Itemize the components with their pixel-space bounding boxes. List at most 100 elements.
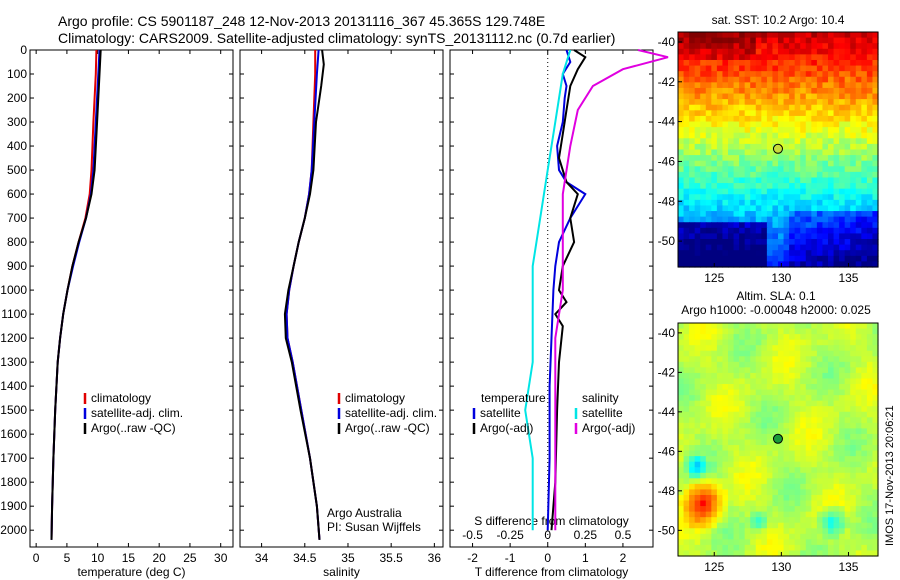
sst-map-cell xyxy=(716,211,724,218)
sla-map-cell xyxy=(711,411,718,418)
sla-map-cell xyxy=(772,478,779,485)
sla-map-cell xyxy=(839,422,846,430)
sst-map-cell xyxy=(811,261,818,268)
sst-map-cell xyxy=(728,205,735,212)
sla-map-cell xyxy=(772,511,779,518)
sst-map-cell xyxy=(711,199,718,207)
sst-map-cell xyxy=(739,93,746,100)
sla-map-cell xyxy=(839,384,846,391)
sst-map-cell xyxy=(800,239,807,246)
sst-map-cell xyxy=(750,121,757,128)
sla-map-cell xyxy=(839,461,846,468)
sla-map-cell xyxy=(816,406,824,413)
sla-map-cell xyxy=(705,483,712,491)
sla-map-cell xyxy=(861,372,868,380)
sla-map-cell xyxy=(739,472,746,479)
sst-map-cell xyxy=(722,188,729,195)
sst-map-cell xyxy=(794,244,801,251)
sst-map-cell xyxy=(722,222,729,229)
sst-map-cell xyxy=(855,121,862,128)
sst-map-cell xyxy=(678,244,685,251)
sla-map-cell xyxy=(678,350,685,357)
sla-map-cell xyxy=(861,395,868,402)
sla-map-cell xyxy=(833,433,840,441)
sla-map-cell xyxy=(816,378,824,385)
sla-map-cell xyxy=(766,433,774,441)
sla-map-cell xyxy=(772,384,779,391)
sst-map-cell xyxy=(872,261,879,268)
sst-map-cell xyxy=(828,87,835,95)
sla-map-cell xyxy=(800,422,807,430)
sla-map-cell xyxy=(761,428,768,435)
sla-map-cell xyxy=(778,428,785,435)
sst-map-cell xyxy=(811,93,818,100)
difference-xtick-label: 0 xyxy=(544,551,551,565)
depth-tick-label: 400 xyxy=(7,139,27,153)
sst-map-cell xyxy=(755,222,762,229)
sst-map-cell xyxy=(828,255,835,263)
sst-map-cell xyxy=(839,76,846,83)
sla-map-cell xyxy=(828,350,835,357)
temperature-xtick-label: 25 xyxy=(183,551,197,565)
sst-map-cell xyxy=(766,104,774,111)
sst-map-cell xyxy=(683,110,690,117)
temperature-frame xyxy=(29,49,234,548)
sla-map-cell xyxy=(861,361,868,368)
sla-map-cell xyxy=(855,517,862,524)
imos-timestamp: IMOS 17-Nov-2013 20:06:21 xyxy=(884,405,896,546)
sst-map-cell xyxy=(850,143,857,151)
sla-map-cell xyxy=(711,372,718,380)
sst-map-cell xyxy=(711,143,718,151)
sla-map-cell xyxy=(855,550,862,557)
sla-map-cell xyxy=(772,361,779,368)
sst-map-cell xyxy=(739,255,746,263)
sst-map-cell xyxy=(816,227,824,235)
sst-map-cell xyxy=(744,32,751,39)
difference-legend: temperature salinitysatelliteArgo(-adj)sa… xyxy=(472,391,635,435)
sla-map-cell xyxy=(833,550,840,557)
sst-map-cell xyxy=(711,43,718,50)
sst-map-cell xyxy=(766,199,774,207)
sla-map-cell xyxy=(794,533,801,540)
sla-map-cell xyxy=(866,367,874,374)
sst-map-cell xyxy=(872,239,879,246)
sst-map-cell xyxy=(750,71,757,78)
sst-map-cell xyxy=(778,177,785,184)
sst-map-cell xyxy=(833,222,840,229)
sla-map-cell xyxy=(755,384,762,391)
sst-map-cell xyxy=(800,115,807,123)
difference-legend-label: satellite xyxy=(582,406,623,420)
sla-map-cell xyxy=(761,406,768,413)
sla-map-cell xyxy=(839,334,846,341)
sst-map-cell xyxy=(828,138,835,145)
sst-map-cell xyxy=(800,37,807,44)
sla-map-cell xyxy=(755,361,762,368)
sla-map-cell xyxy=(739,389,746,396)
sla-map-cell xyxy=(683,456,690,463)
sla-map-cell xyxy=(705,400,712,407)
sst-map-cell xyxy=(716,143,724,151)
sst-map-cell xyxy=(866,138,874,145)
sla-map-cell xyxy=(716,433,724,441)
sla-map-cell xyxy=(766,350,774,357)
sst-map-cell xyxy=(694,121,701,128)
sla-map-cell xyxy=(789,384,796,391)
sst-map-cell xyxy=(778,115,785,123)
sla-map-cell xyxy=(716,406,724,413)
sst-map-cell xyxy=(816,54,824,61)
sst-map-cell xyxy=(850,59,857,67)
sla-map-cell xyxy=(744,433,751,441)
sla-map-cell xyxy=(728,384,735,391)
sst-map-cell xyxy=(822,115,829,123)
sst-map-cell xyxy=(861,244,868,251)
sla-map-cell xyxy=(822,361,829,368)
sla-map-cell xyxy=(683,478,690,485)
sla-map-cell xyxy=(861,378,868,385)
sst-map-cell xyxy=(761,104,768,111)
sst-map-cell xyxy=(755,71,762,78)
sst-map-cell xyxy=(855,110,862,117)
sla-map-cell xyxy=(872,428,879,435)
sst-map-cell xyxy=(755,227,762,235)
sst-map-cell xyxy=(689,239,696,246)
